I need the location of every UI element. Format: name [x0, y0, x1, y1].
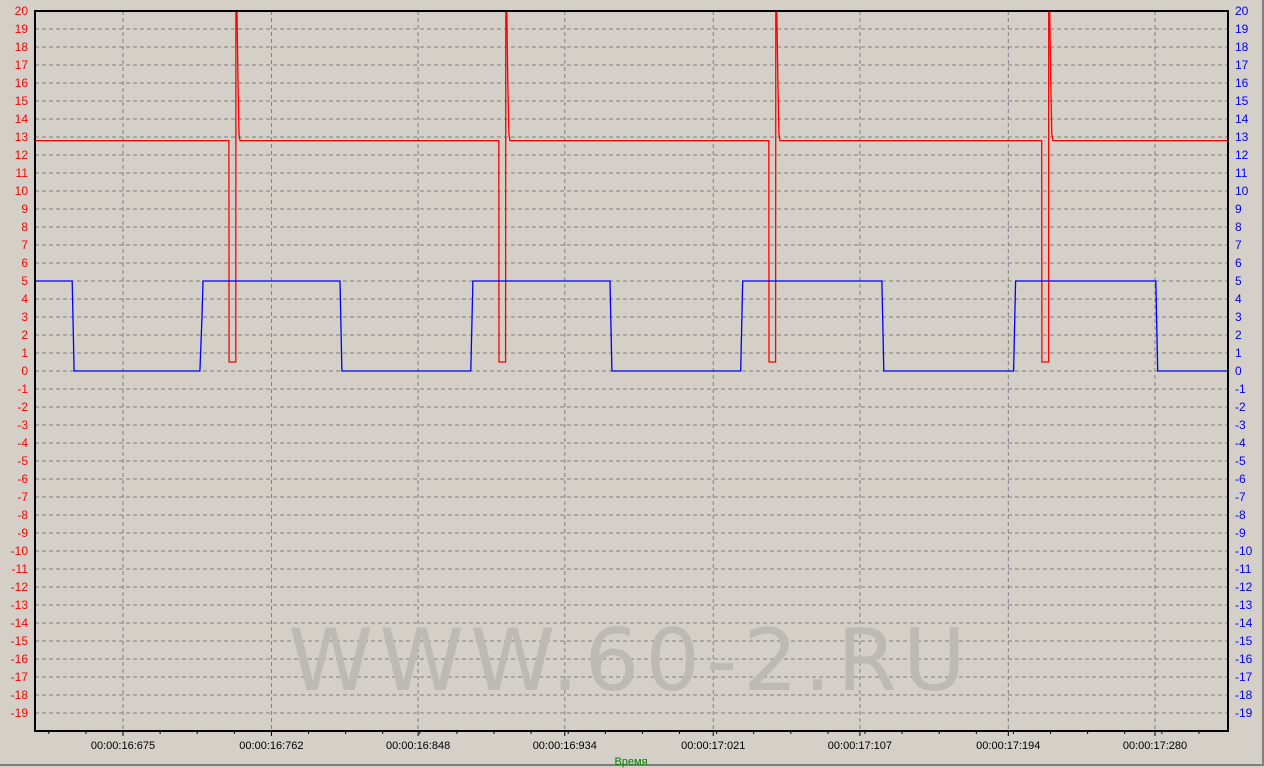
- left-y-tick-label: -11: [12, 562, 29, 576]
- right-y-tick-label: -11: [1235, 562, 1252, 576]
- x-tick-label: 00:00:16:675: [91, 740, 155, 752]
- right-y-tick-label: 5: [1235, 274, 1242, 288]
- left-y-tick-label: 13: [15, 130, 29, 144]
- left-y-tick-label: -7: [17, 490, 28, 504]
- left-y-tick-label: 2: [21, 328, 28, 342]
- right-y-tick-label: 7: [1235, 238, 1242, 252]
- right-y-tick-label: 14: [1235, 112, 1249, 126]
- right-y-tick-label: 17: [1235, 58, 1249, 72]
- left-y-tick-label: -9: [17, 526, 28, 540]
- right-y-tick-label: -12: [1235, 580, 1253, 594]
- right-y-tick-label: 16: [1235, 76, 1249, 90]
- left-y-tick-label: -2: [17, 400, 28, 414]
- right-y-tick-label: 11: [1235, 166, 1248, 180]
- left-y-tick-label: 20: [15, 4, 29, 18]
- right-y-tick-label: -1: [1235, 382, 1246, 396]
- left-y-tick-label: -19: [11, 706, 29, 720]
- left-y-tick-label: 17: [15, 58, 29, 72]
- left-y-tick-label: -16: [11, 652, 29, 666]
- right-y-tick-label: 1: [1235, 346, 1242, 360]
- left-y-tick-label: -10: [11, 544, 29, 558]
- left-y-tick-label: -15: [11, 634, 29, 648]
- right-y-tick-label: -7: [1235, 490, 1246, 504]
- left-y-tick-label: 16: [15, 76, 29, 90]
- right-y-tick-label: -6: [1235, 472, 1246, 486]
- right-y-tick-label: -18: [1235, 688, 1253, 702]
- left-y-tick-label: 5: [21, 274, 28, 288]
- left-y-tick-label: -5: [17, 454, 28, 468]
- plot-border: [34, 10, 1229, 732]
- grid: [35, 11, 1228, 731]
- left-y-tick-label: 7: [21, 238, 28, 252]
- left-y-tick-label: -13: [11, 598, 29, 612]
- left-y-tick-label: -4: [17, 436, 28, 450]
- right-y-tick-label: -14: [1235, 616, 1253, 630]
- right-y-tick-label: 12: [1235, 148, 1249, 162]
- series-line-red: [35, 10, 1228, 363]
- right-y-tick-label: 13: [1235, 130, 1249, 144]
- right-y-tick-label: -13: [1235, 598, 1253, 612]
- left-y-tick-label: -14: [11, 616, 29, 630]
- right-y-tick-label: 15: [1235, 94, 1249, 108]
- right-y-tick-label: -3: [1235, 418, 1246, 432]
- left-y-tick-label: 19: [15, 22, 29, 36]
- right-y-tick-label: 18: [1235, 40, 1249, 54]
- right-y-tick-label: 19: [1235, 22, 1249, 36]
- right-y-tick-label: 6: [1235, 256, 1242, 270]
- left-y-tick-label: 9: [21, 202, 28, 216]
- right-y-tick-label: 8: [1235, 220, 1242, 234]
- right-y-tick-label: 10: [1235, 184, 1249, 198]
- left-y-tick-label: -17: [11, 670, 29, 684]
- left-y-tick-label: -1: [17, 382, 28, 396]
- right-y-tick-label: -19: [1235, 706, 1253, 720]
- x-tick-label: 00:00:17:107: [828, 740, 892, 752]
- x-tick-label: 00:00:16:934: [533, 740, 597, 752]
- right-y-tick-label: -4: [1235, 436, 1246, 450]
- left-y-tick-label: 6: [21, 256, 28, 270]
- watermark: WWW.60-2.RU: [288, 611, 972, 711]
- x-tick-label: 00:00:17:280: [1123, 740, 1187, 752]
- x-tick-label: 00:00:16:762: [239, 740, 303, 752]
- left-y-tick-label: 15: [15, 94, 29, 108]
- x-axis-label: Время: [614, 756, 647, 768]
- left-y-tick-label: 18: [15, 40, 29, 54]
- left-y-tick-label: 11: [16, 166, 29, 180]
- x-tick-label: 00:00:17:021: [681, 740, 745, 752]
- right-y-tick-label: 9: [1235, 202, 1242, 216]
- right-y-tick-label: -17: [1235, 670, 1253, 684]
- left-y-tick-label: 1: [21, 346, 28, 360]
- left-y-tick-label: 12: [15, 148, 29, 162]
- right-y-tick-label: -10: [1235, 544, 1253, 558]
- left-y-tick-label: 0: [21, 364, 28, 378]
- right-y-tick-label: 2: [1235, 328, 1242, 342]
- left-y-tick-label: 14: [15, 112, 29, 126]
- left-y-tick-label: 8: [21, 220, 28, 234]
- right-y-tick-label: -16: [1235, 652, 1253, 666]
- right-y-tick-label: 0: [1235, 364, 1242, 378]
- right-y-tick-label: -15: [1235, 634, 1253, 648]
- right-y-tick-label: -9: [1235, 526, 1246, 540]
- left-y-tick-label: -3: [17, 418, 28, 432]
- left-y-tick-label: 4: [21, 292, 28, 306]
- x-tick-label: 00:00:16:848: [386, 740, 450, 752]
- left-y-tick-label: 3: [21, 310, 28, 324]
- x-tick-label: 00:00:17:194: [976, 740, 1040, 752]
- left-y-tick-label: 10: [15, 184, 29, 198]
- left-y-tick-label: -8: [17, 508, 28, 522]
- right-y-tick-label: -5: [1235, 454, 1246, 468]
- series-group: [35, 10, 1228, 372]
- left-y-tick-label: -12: [11, 580, 29, 594]
- right-y-tick-label: -2: [1235, 400, 1246, 414]
- right-y-tick-label: 4: [1235, 292, 1242, 306]
- left-y-tick-label: -6: [17, 472, 28, 486]
- series-line-blue: [35, 280, 1228, 372]
- right-y-tick-label: 3: [1235, 310, 1242, 324]
- left-y-tick-label: -18: [11, 688, 29, 702]
- right-y-tick-label: 20: [1235, 4, 1249, 18]
- right-y-tick-label: -8: [1235, 508, 1246, 522]
